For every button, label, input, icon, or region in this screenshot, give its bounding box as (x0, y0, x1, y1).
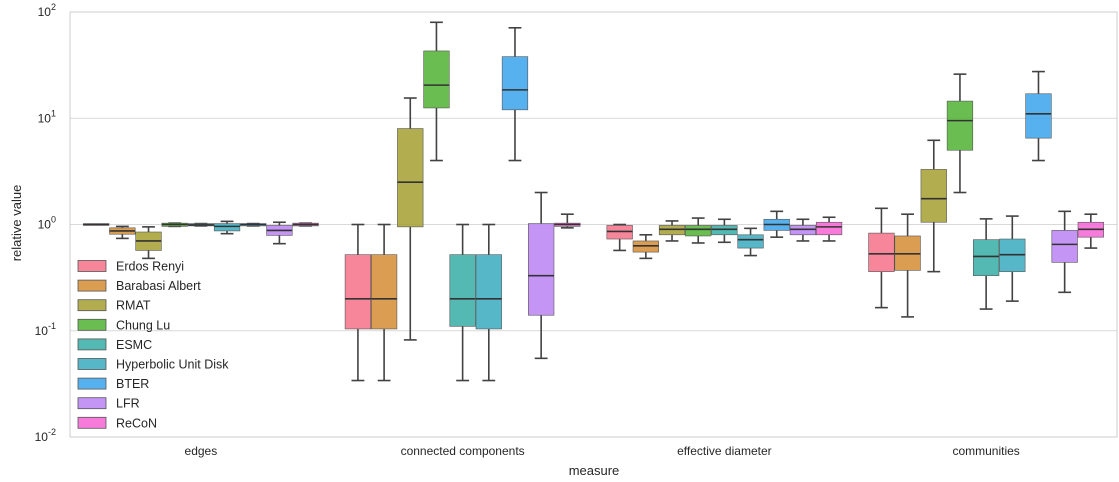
box-esmc (449, 223, 476, 382)
box-lfr (1051, 210, 1078, 294)
box-hyperbolic-unit-disk (737, 227, 764, 257)
box-body (685, 225, 712, 237)
box-body (475, 254, 502, 330)
box-body (501, 56, 529, 111)
box-body (815, 221, 843, 236)
x-axis: edges connected components effective diame… (185, 444, 1020, 458)
box-body (397, 128, 424, 228)
box-chung-lu (946, 73, 974, 194)
legend-swatch (77, 318, 107, 331)
legend-swatch (77, 338, 107, 351)
box-lfr (789, 218, 817, 242)
legend: Erdos Renyi Barabasi Albert RMAT Chung Lu ES… (77, 260, 229, 430)
box-body (213, 223, 241, 232)
box-chung-lu (423, 21, 450, 162)
x-tick-label: connected components (401, 444, 525, 458)
box-hyperbolic-unit-disk (999, 215, 1026, 302)
box-bter (763, 210, 790, 238)
box-recon (1077, 213, 1104, 249)
y-tick-label: 102 (38, 2, 56, 19)
box-body (528, 223, 555, 316)
box-lfr (528, 191, 555, 360)
x-tick-label: communities (952, 444, 1019, 458)
box-recon (554, 213, 581, 229)
box-barabasi-albert (632, 233, 659, 260)
box-chung-lu (161, 222, 188, 228)
x-tick-label: edges (185, 444, 218, 458)
box-bter (240, 222, 267, 227)
box-body (344, 254, 372, 330)
box-barabasi-albert (894, 213, 921, 318)
legend-swatch (77, 397, 107, 410)
legend-swatch (77, 279, 107, 292)
box-rmat (135, 226, 162, 260)
y-tick-label: 10-2 (35, 427, 56, 444)
box-body (423, 50, 450, 109)
box-rmat (920, 139, 947, 273)
legend-swatch (77, 377, 107, 390)
y-tick-label: 10-1 (35, 321, 56, 338)
box-body (449, 254, 476, 327)
box-recon (292, 222, 319, 227)
legend-label: RMAT (116, 299, 151, 313)
legend-swatch (77, 299, 107, 312)
box-erdos-renyi (868, 207, 895, 309)
box-recon (815, 216, 843, 242)
y-axis-label: relative value (9, 185, 24, 262)
x-axis-label: measure (569, 463, 620, 478)
box-rmat (397, 97, 424, 341)
box-body (370, 254, 398, 330)
box-hyperbolic-unit-disk (475, 223, 502, 382)
box-chung-lu (685, 217, 712, 244)
box-hyperbolic-unit-disk (213, 220, 241, 235)
legend-label: Chung Lu (116, 318, 170, 332)
plot-frame (69, 11, 1118, 438)
legend-label: ReCoN (116, 416, 157, 430)
box-body (946, 100, 974, 151)
box-barabasi-albert (109, 225, 136, 240)
box-body (972, 239, 1000, 276)
legend-label: ESMC (116, 338, 152, 352)
legend-label: Barabasi Albert (116, 279, 201, 293)
x-tick-label: effective diameter (677, 444, 772, 458)
y-tick-label: 100 (38, 215, 56, 232)
box-bter (1025, 70, 1052, 162)
legend-label: Erdos Renyi (116, 260, 184, 274)
box-barabasi-albert (370, 223, 398, 382)
box-rmat (658, 220, 686, 242)
box-body (868, 232, 895, 272)
legend-label: Hyperbolic Unit Disk (116, 358, 229, 372)
box-erdos-renyi (83, 223, 110, 226)
legend-label: BTER (116, 377, 149, 391)
box-body (1051, 230, 1078, 263)
box-body (1025, 93, 1052, 139)
boxes (83, 21, 1104, 382)
legend-swatch (77, 416, 107, 429)
box-body (920, 169, 947, 223)
legend-swatch (77, 260, 107, 272)
legend-swatch (77, 358, 107, 370)
box-esmc (711, 218, 738, 244)
y-axis: 10-2 10-1 100 101 102 (35, 2, 56, 444)
box-erdos-renyi (606, 223, 633, 252)
legend-label: LFR (116, 397, 140, 411)
box-body (737, 234, 764, 249)
box-bter (501, 27, 529, 162)
box-lfr (266, 221, 293, 245)
box-esmc (187, 222, 215, 227)
box-esmc (972, 218, 1000, 310)
box-erdos-renyi (344, 223, 372, 382)
y-tick-label: 101 (38, 108, 56, 125)
